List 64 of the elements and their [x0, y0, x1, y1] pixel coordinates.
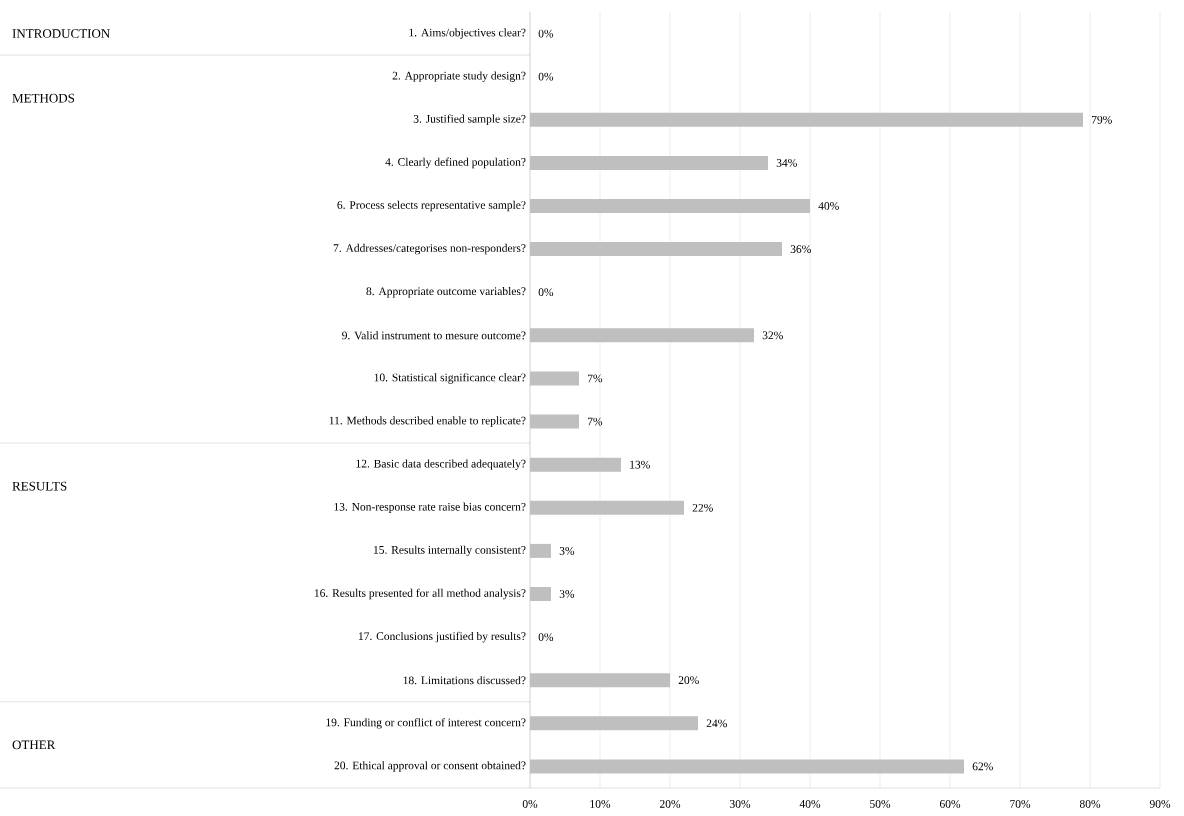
y-tick-label: 4. Clearly defined population? [385, 157, 526, 169]
data-label: 34% [776, 158, 797, 167]
data-label: 62% [972, 762, 993, 771]
text: METHODS [12, 93, 75, 103]
y-tick-label: 17. Conclusions justified by results? [358, 631, 526, 643]
y-tick-label: 20. Ethical approval or consent obtained? [334, 761, 526, 772]
bar [530, 242, 783, 257]
y-tick-label: 11. Methods described enable to replicate? [329, 416, 526, 427]
y-tick-label: 18. Limitations discussed? [403, 676, 526, 685]
y-tick-label: 7. Addresses/categorises non-responders? [333, 243, 526, 255]
data-label: 0% [538, 72, 554, 81]
data-label: 7% [587, 374, 603, 383]
data-label: 3% [559, 590, 575, 598]
y-tick-label: 12. Basic data described adequately? [356, 459, 526, 470]
bar [530, 586, 552, 601]
y-tick-label: 15. Results internally consistent? [374, 545, 526, 557]
x-tick-label: 20% [659, 800, 681, 808]
bar [530, 716, 699, 731]
data-label: 79% [1091, 115, 1112, 124]
y-tick-label: 3. Justified sample size? [413, 114, 526, 126]
y-tick-label: 19. Funding or conflict of interest concern? [326, 718, 526, 729]
x-tick-label: 40% [799, 800, 821, 808]
x-tick-label: 80% [1079, 800, 1101, 808]
x-tick-label: 30% [730, 800, 751, 808]
bar [530, 457, 622, 472]
data-label: 0% [538, 633, 554, 642]
bar [530, 759, 965, 774]
data-label: 0% [538, 29, 554, 38]
data-label: 22% [692, 503, 713, 512]
x-tick-label: 0% [522, 800, 538, 808]
y-tick-label: 8. Appropriate outcome variables? [366, 287, 526, 298]
data-label: 20% [678, 676, 699, 685]
text: RESULTS [12, 481, 67, 491]
x-tick-label: 60% [939, 800, 961, 808]
bar [530, 543, 552, 558]
bar [530, 155, 769, 170]
data-label: 36% [790, 245, 811, 254]
x-tick-label: 90% [1149, 800, 1171, 808]
y-tick-label: 6. Process selects representative sample? [337, 200, 526, 212]
data-label: 7% [587, 417, 603, 426]
data-label: 24% [706, 719, 727, 728]
bar [530, 500, 685, 515]
y-tick-label: 1. Aims/objectives clear? [409, 28, 526, 39]
data-label: 3% [559, 546, 575, 555]
bar [530, 112, 1084, 127]
data-label: 13% [630, 460, 650, 469]
bar [530, 198, 811, 213]
x-tick-label: 10% [590, 800, 611, 808]
text: INTRODUCTION [12, 29, 110, 38]
y-tick-label: 16. Results presented for all method analysis? [314, 588, 526, 600]
data-label: 32% [762, 331, 783, 340]
bar [530, 328, 755, 343]
text: OTHER [12, 740, 56, 750]
data-label: 0% [538, 288, 554, 297]
data-label: 40% [818, 202, 839, 210]
x-tick-label: 50% [870, 800, 891, 808]
bar [530, 673, 671, 688]
y-tick-label: 9. Valid instrument to mesure outcome? [342, 331, 526, 340]
bar [530, 414, 580, 429]
x-tick-label: 70% [1010, 800, 1031, 808]
bar [530, 371, 580, 386]
y-tick-label: 13. Non-response rate raise bias concern? [334, 502, 526, 513]
y-tick-label: 10. Statistical significance clear? [374, 373, 526, 384]
y-tick-label: 2. Appropriate study design? [392, 71, 526, 82]
